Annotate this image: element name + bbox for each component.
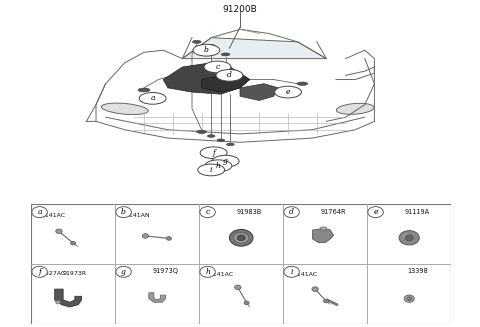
Text: 13398: 13398 — [407, 268, 428, 274]
Circle shape — [235, 285, 241, 290]
Circle shape — [193, 44, 220, 56]
Text: 91973R: 91973R — [63, 270, 87, 276]
Text: 91119A: 91119A — [405, 209, 430, 215]
Text: 91764R: 91764R — [321, 209, 347, 215]
Circle shape — [200, 207, 216, 218]
Circle shape — [204, 61, 231, 73]
Text: f: f — [212, 149, 215, 157]
Text: d: d — [227, 71, 232, 79]
Ellipse shape — [217, 139, 225, 142]
Ellipse shape — [336, 103, 374, 114]
Circle shape — [200, 266, 216, 277]
Circle shape — [399, 231, 420, 245]
Circle shape — [32, 266, 48, 277]
Circle shape — [116, 266, 132, 277]
Circle shape — [205, 160, 232, 172]
Text: i: i — [210, 166, 213, 174]
Ellipse shape — [197, 130, 206, 133]
Text: h: h — [205, 268, 210, 276]
Ellipse shape — [221, 53, 230, 56]
Circle shape — [407, 297, 412, 301]
Circle shape — [139, 93, 166, 104]
Circle shape — [216, 69, 243, 81]
Text: b: b — [204, 46, 209, 54]
Text: 1141AC: 1141AC — [293, 272, 317, 277]
Polygon shape — [163, 63, 250, 94]
Circle shape — [234, 232, 249, 243]
Circle shape — [198, 164, 225, 176]
Circle shape — [116, 207, 132, 218]
Text: f: f — [38, 268, 41, 276]
Text: 1141AC: 1141AC — [209, 272, 233, 277]
Text: b: b — [121, 208, 126, 216]
Polygon shape — [202, 73, 250, 92]
Polygon shape — [149, 293, 166, 302]
Ellipse shape — [297, 82, 308, 85]
Text: i: i — [290, 268, 293, 276]
Circle shape — [237, 235, 245, 241]
Circle shape — [275, 86, 301, 98]
Circle shape — [324, 299, 328, 303]
Circle shape — [212, 155, 239, 167]
Text: c: c — [216, 63, 219, 71]
Circle shape — [142, 234, 149, 238]
Ellipse shape — [403, 234, 411, 238]
Circle shape — [56, 301, 60, 304]
Circle shape — [56, 229, 62, 233]
Ellipse shape — [227, 143, 234, 146]
Ellipse shape — [192, 41, 201, 43]
Circle shape — [229, 230, 253, 246]
Text: a: a — [150, 95, 155, 102]
Polygon shape — [240, 84, 278, 100]
Polygon shape — [312, 228, 334, 243]
Text: d: d — [289, 208, 294, 216]
Polygon shape — [55, 289, 82, 307]
Text: 1141AC: 1141AC — [41, 213, 65, 217]
Text: 91200B: 91200B — [223, 5, 257, 14]
Text: e: e — [286, 88, 290, 96]
Ellipse shape — [138, 88, 150, 92]
Circle shape — [312, 287, 318, 291]
Circle shape — [405, 235, 413, 241]
Text: 91973Q: 91973Q — [153, 268, 179, 274]
Text: g: g — [223, 157, 228, 165]
Text: 1141AN: 1141AN — [125, 213, 150, 217]
Text: 1327AC: 1327AC — [41, 270, 66, 276]
Circle shape — [200, 147, 227, 159]
Ellipse shape — [207, 135, 215, 137]
Text: a: a — [37, 208, 42, 216]
Circle shape — [32, 207, 48, 218]
Circle shape — [167, 237, 171, 240]
Circle shape — [368, 207, 384, 218]
Text: g: g — [121, 268, 126, 276]
Text: 91983B: 91983B — [237, 209, 262, 215]
Text: h: h — [216, 162, 221, 170]
Text: e: e — [373, 208, 378, 216]
Text: c: c — [205, 208, 210, 216]
Polygon shape — [320, 227, 327, 230]
Circle shape — [284, 207, 300, 218]
Polygon shape — [182, 38, 326, 59]
Ellipse shape — [207, 44, 216, 47]
Ellipse shape — [101, 103, 148, 114]
Circle shape — [71, 241, 76, 245]
Circle shape — [284, 266, 300, 277]
Circle shape — [404, 295, 414, 302]
Circle shape — [244, 301, 249, 305]
